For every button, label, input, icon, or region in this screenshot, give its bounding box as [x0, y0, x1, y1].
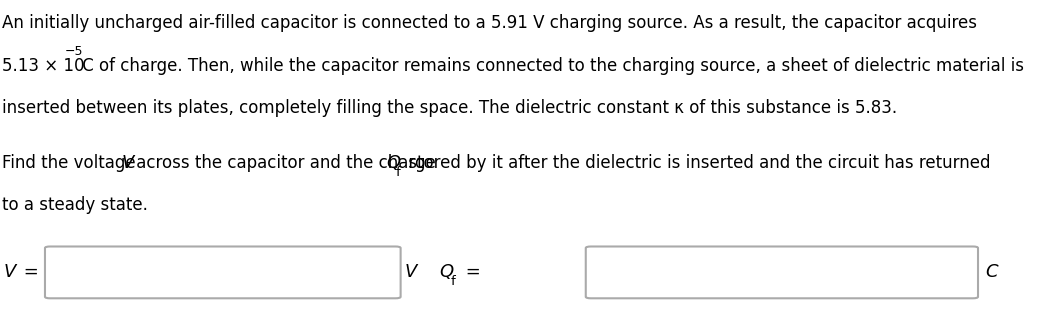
- Text: Find the voltage: Find the voltage: [2, 154, 141, 172]
- Text: C: C: [985, 263, 998, 281]
- Text: An initially uncharged air-filled capacitor is connected to a 5.91 V charging so: An initially uncharged air-filled capaci…: [2, 14, 977, 32]
- Text: f: f: [451, 275, 456, 288]
- Text: −5: −5: [65, 45, 84, 57]
- Text: f: f: [396, 166, 401, 179]
- Text: 5.13 × 10: 5.13 × 10: [2, 57, 85, 74]
- Text: V: V: [122, 154, 135, 172]
- Text: C of charge. Then, while the capacitor remains connected to the charging source,: C of charge. Then, while the capacitor r…: [77, 57, 1024, 74]
- Text: Q: Q: [439, 263, 454, 281]
- Text: to a steady state.: to a steady state.: [2, 196, 147, 214]
- Text: V: V: [405, 263, 417, 281]
- FancyBboxPatch shape: [586, 246, 978, 298]
- Text: stored by it after the dielectric is inserted and the circuit has returned: stored by it after the dielectric is ins…: [403, 154, 991, 172]
- Text: across the capacitor and the charge: across the capacitor and the charge: [131, 154, 441, 172]
- Text: =: =: [18, 263, 39, 281]
- Text: =: =: [460, 263, 481, 281]
- FancyBboxPatch shape: [45, 246, 401, 298]
- Text: Q: Q: [386, 154, 401, 172]
- Text: inserted between its plates, completely filling the space. The dielectric consta: inserted between its plates, completely …: [2, 99, 897, 117]
- Text: V: V: [3, 263, 16, 281]
